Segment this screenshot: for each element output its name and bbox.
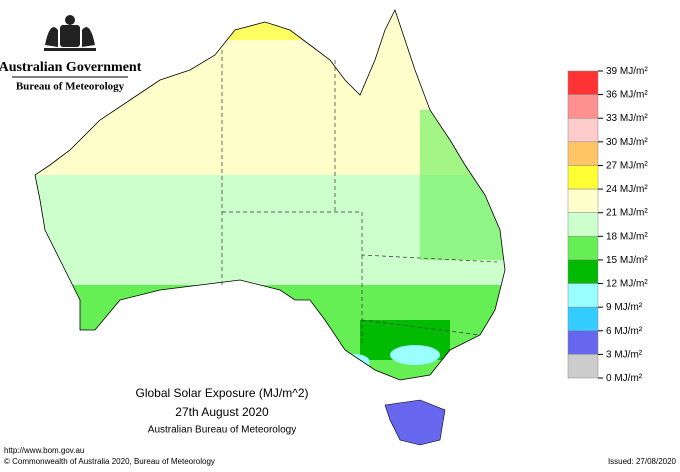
legend-unit: MJ/m² <box>620 184 648 195</box>
legend-swatch <box>567 117 599 143</box>
legend-label: 9 MJ/m² <box>606 302 643 313</box>
legend-swatch <box>567 165 599 190</box>
legend-swatch <box>567 306 599 332</box>
legend-value: 39 <box>606 66 618 77</box>
legend-unit: MJ/m² <box>620 255 648 266</box>
legend-label: 6 MJ/m² <box>606 325 643 336</box>
legend-value: 12 <box>606 278 618 289</box>
legend-unit: MJ/m² <box>614 373 642 384</box>
legend-swatch <box>567 354 599 379</box>
legend-label: 3 MJ/m² <box>606 349 643 360</box>
copyright: © Commonwealth of Australia 2020, Bureau… <box>4 457 215 466</box>
legend-unit: MJ/m² <box>620 231 648 242</box>
legend-swatch <box>567 70 599 95</box>
legend-value: 21 <box>606 207 618 218</box>
map-title: Global Solar Exposure (MJ/m^2) <box>135 386 308 400</box>
legend-unit: MJ/m² <box>620 160 648 171</box>
tasmania <box>384 399 446 446</box>
legend-swatch <box>567 330 599 355</box>
coat-of-arms <box>44 15 96 51</box>
zone <box>225 10 305 40</box>
legend-value: 6 <box>606 325 612 336</box>
legend-value: 3 <box>606 349 612 360</box>
legend-value: 15 <box>606 255 618 266</box>
map-source: Australian Bureau of Meteorology <box>148 425 296 436</box>
legend-unit: MJ/m² <box>620 278 648 289</box>
legend-label: 36 MJ/m² <box>606 89 648 100</box>
legend-value: 36 <box>606 89 618 100</box>
legend-swatch <box>567 188 599 213</box>
legend-label: 12 MJ/m² <box>606 278 648 289</box>
legend-label: 27 MJ/m² <box>606 160 648 171</box>
legend-value: 18 <box>606 231 618 242</box>
legend-unit: MJ/m² <box>614 325 642 336</box>
legend-value: 9 <box>606 302 612 313</box>
agency: Bureau of Meteorology <box>16 81 125 93</box>
legend-swatch <box>567 94 599 119</box>
legend-unit: MJ/m² <box>620 66 648 77</box>
state-borders <box>221 50 498 345</box>
legend-unit: MJ/m² <box>620 136 648 147</box>
legend-value: 0 <box>606 373 612 384</box>
legend-unit: MJ/m² <box>620 207 648 218</box>
issued: Issued: 27/08/2020 <box>608 457 677 466</box>
legend-swatch <box>567 141 599 166</box>
legend-label: 15 MJ/m² <box>606 255 648 266</box>
legend-label: 21 MJ/m² <box>606 207 648 218</box>
legend-unit: MJ/m² <box>620 113 648 124</box>
coastline <box>34 8 506 381</box>
legend-label: 18 MJ/m² <box>606 231 648 242</box>
legend-unit: MJ/m² <box>614 349 642 360</box>
legend-value: 24 <box>606 184 618 195</box>
legend-label: 33 MJ/m² <box>606 113 648 124</box>
legend-label: 39 MJ/m² <box>606 66 648 77</box>
legend-label: 30 MJ/m² <box>606 136 648 147</box>
legend-value: 27 <box>606 160 618 171</box>
legend-swatch <box>567 212 599 237</box>
legend-swatch <box>567 283 599 308</box>
legend-value: 30 <box>606 136 618 147</box>
zone <box>420 110 505 260</box>
map-date: 27th August 2020 <box>175 405 269 419</box>
legend-label: 24 MJ/m² <box>606 184 648 195</box>
legend-value: 33 <box>606 113 618 124</box>
government: Australian Government <box>0 60 142 75</box>
url: http://www.bom.gov.au <box>4 446 84 455</box>
legend-unit: MJ/m² <box>614 302 642 313</box>
legend-swatch <box>567 259 599 284</box>
legend-label: 0 MJ/m² <box>606 373 643 384</box>
legend-swatch <box>567 236 599 261</box>
zone <box>390 345 440 365</box>
legend-unit: MJ/m² <box>620 89 648 100</box>
